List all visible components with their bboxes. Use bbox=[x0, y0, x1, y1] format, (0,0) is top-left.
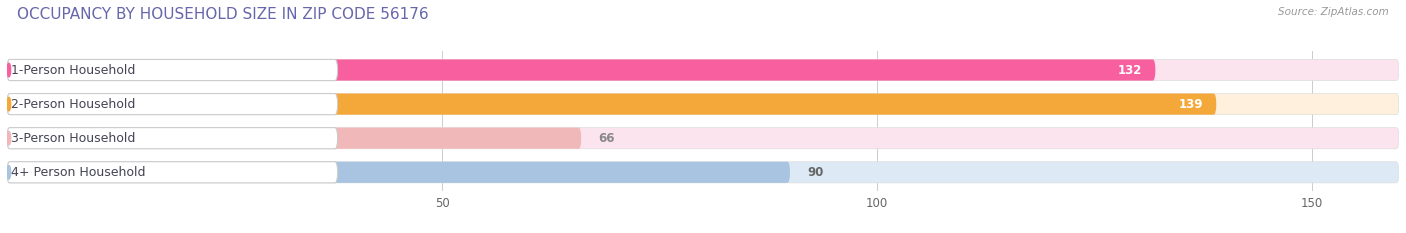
FancyBboxPatch shape bbox=[7, 162, 1399, 183]
Circle shape bbox=[7, 131, 11, 145]
FancyBboxPatch shape bbox=[7, 162, 337, 183]
Text: OCCUPANCY BY HOUSEHOLD SIZE IN ZIP CODE 56176: OCCUPANCY BY HOUSEHOLD SIZE IN ZIP CODE … bbox=[17, 7, 429, 22]
Text: 132: 132 bbox=[1118, 64, 1142, 76]
Text: 2-Person Household: 2-Person Household bbox=[11, 98, 135, 111]
FancyBboxPatch shape bbox=[7, 93, 1399, 115]
FancyBboxPatch shape bbox=[7, 93, 337, 115]
Circle shape bbox=[7, 165, 11, 179]
Text: 4+ Person Household: 4+ Person Household bbox=[11, 166, 146, 179]
Circle shape bbox=[7, 97, 11, 111]
Text: Source: ZipAtlas.com: Source: ZipAtlas.com bbox=[1278, 7, 1389, 17]
Circle shape bbox=[7, 63, 11, 77]
FancyBboxPatch shape bbox=[7, 93, 1216, 115]
Text: 3-Person Household: 3-Person Household bbox=[11, 132, 135, 145]
FancyBboxPatch shape bbox=[7, 128, 581, 149]
Text: 139: 139 bbox=[1178, 98, 1204, 111]
FancyBboxPatch shape bbox=[7, 59, 1399, 81]
FancyBboxPatch shape bbox=[7, 59, 337, 81]
Text: 90: 90 bbox=[807, 166, 824, 179]
FancyBboxPatch shape bbox=[7, 128, 337, 149]
Text: 1-Person Household: 1-Person Household bbox=[11, 64, 135, 76]
FancyBboxPatch shape bbox=[7, 59, 1156, 81]
Text: 66: 66 bbox=[599, 132, 614, 145]
FancyBboxPatch shape bbox=[7, 128, 1399, 149]
FancyBboxPatch shape bbox=[7, 162, 790, 183]
